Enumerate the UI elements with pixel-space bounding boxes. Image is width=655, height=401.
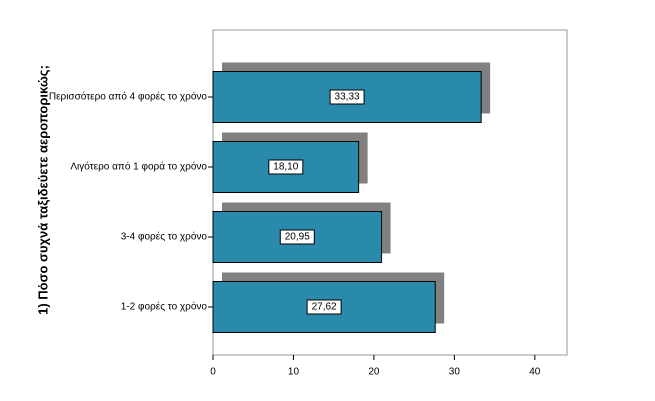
value-label: 27,62 — [312, 302, 337, 313]
value-label-box — [268, 159, 304, 175]
x-tick-label: 20 — [368, 367, 380, 378]
y-tick-label: 1-2 φορές το χρόνο — [121, 301, 208, 313]
x-tick-label: 0 — [210, 367, 216, 378]
x-tick-label: 10 — [288, 367, 300, 378]
y-tick-label: 3-4 φορές το χρόνο — [121, 231, 208, 243]
x-tick-label: 30 — [449, 367, 461, 378]
value-label-box — [279, 229, 315, 245]
value-label-box — [306, 299, 342, 315]
value-label: 33,33 — [335, 92, 360, 103]
y-tick-label: Λιγότερο από 1 φορά το χρόνο — [70, 161, 207, 173]
value-label: 18,10 — [273, 162, 298, 173]
y-axis-title: 1) Πόσο συχνά ταξιδεύετε αεροπορικώς; — [35, 65, 50, 315]
x-tick-label: 40 — [529, 367, 541, 378]
y-tick-label: Περισσότερο από 4 φορές το χρόνο — [49, 91, 208, 103]
value-label: 20,95 — [285, 232, 310, 243]
value-label-box — [329, 89, 365, 105]
